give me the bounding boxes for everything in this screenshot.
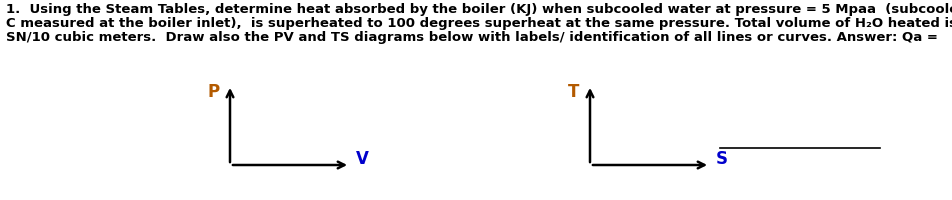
Text: T: T [567,83,579,101]
Text: 1.  Using the Steam Tables, determine heat absorbed by the boiler (KJ) when subc: 1. Using the Steam Tables, determine hea… [6,3,952,16]
Text: V: V [356,150,368,168]
Text: S: S [715,150,727,168]
Text: P: P [208,83,220,101]
Text: C measured at the boiler inlet),  is superheated to 100 degrees superheat at the: C measured at the boiler inlet), is supe… [6,17,952,30]
Text: SN/10 cubic meters.  Draw also the PV and TS diagrams below with labels/ identif: SN/10 cubic meters. Draw also the PV and… [6,31,937,44]
